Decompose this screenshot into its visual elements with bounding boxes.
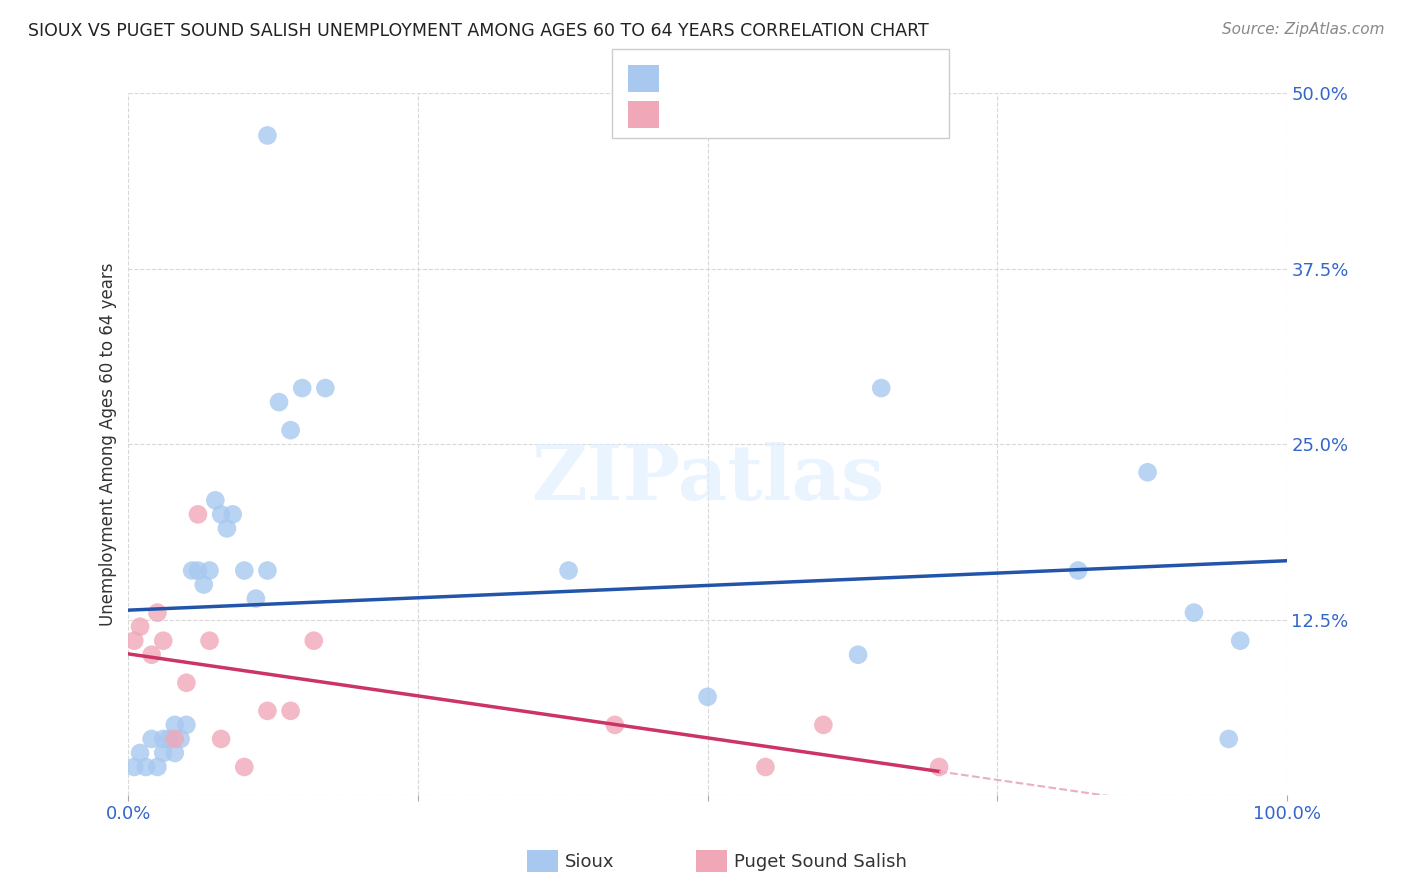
Text: -0.114: -0.114	[716, 105, 780, 123]
Text: Sioux: Sioux	[565, 853, 614, 871]
Point	[1229, 633, 1251, 648]
Point	[209, 731, 232, 746]
Point	[198, 633, 221, 648]
Text: ZIPatlas: ZIPatlas	[531, 442, 884, 516]
Text: 37: 37	[835, 70, 860, 87]
Point	[603, 718, 626, 732]
Y-axis label: Unemployment Among Ages 60 to 64 years: Unemployment Among Ages 60 to 64 years	[100, 262, 117, 626]
Text: Puget Sound Salish: Puget Sound Salish	[734, 853, 907, 871]
Point	[176, 718, 198, 732]
Text: R =: R =	[673, 70, 713, 87]
Point	[157, 731, 180, 746]
Point	[215, 521, 238, 535]
Point	[152, 633, 174, 648]
Point	[152, 746, 174, 760]
Point	[129, 746, 152, 760]
Point	[256, 128, 278, 143]
Point	[314, 381, 336, 395]
Point	[198, 564, 221, 578]
Point	[256, 704, 278, 718]
Text: N =: N =	[793, 70, 832, 87]
Point	[176, 675, 198, 690]
Point	[291, 381, 314, 395]
Point	[163, 746, 186, 760]
Point	[187, 508, 209, 522]
Point	[222, 508, 245, 522]
Point	[267, 395, 290, 409]
Point	[233, 564, 256, 578]
Point	[302, 633, 325, 648]
Point	[141, 731, 163, 746]
Point	[1067, 564, 1090, 578]
Point	[1136, 465, 1159, 479]
Point	[209, 508, 232, 522]
Point	[256, 564, 278, 578]
Point	[846, 648, 869, 662]
Point	[141, 648, 163, 662]
Point	[181, 564, 204, 578]
Point	[204, 493, 226, 508]
Point	[696, 690, 718, 704]
Point	[870, 381, 893, 395]
Point	[813, 718, 835, 732]
Point	[754, 760, 776, 774]
Text: 0.277: 0.277	[716, 70, 772, 87]
Point	[233, 760, 256, 774]
Point	[193, 577, 215, 591]
Text: N =: N =	[793, 105, 832, 123]
Point	[245, 591, 267, 606]
Point	[928, 760, 950, 774]
Point	[187, 564, 209, 578]
Point	[169, 731, 191, 746]
Point	[280, 704, 302, 718]
Text: Source: ZipAtlas.com: Source: ZipAtlas.com	[1222, 22, 1385, 37]
Point	[557, 564, 579, 578]
Point	[146, 606, 169, 620]
Point	[135, 760, 157, 774]
Point	[163, 718, 186, 732]
Text: 18: 18	[835, 105, 860, 123]
Point	[122, 760, 145, 774]
Point	[1218, 731, 1240, 746]
Point	[152, 731, 174, 746]
Point	[280, 423, 302, 437]
Point	[163, 731, 186, 746]
Text: SIOUX VS PUGET SOUND SALISH UNEMPLOYMENT AMONG AGES 60 TO 64 YEARS CORRELATION C: SIOUX VS PUGET SOUND SALISH UNEMPLOYMENT…	[28, 22, 929, 40]
Text: R =: R =	[673, 105, 713, 123]
Point	[129, 620, 152, 634]
Point	[1182, 606, 1205, 620]
Point	[122, 633, 145, 648]
Point	[146, 760, 169, 774]
